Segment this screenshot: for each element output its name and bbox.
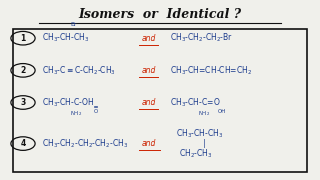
Text: CH$_3$-CH-C=O: CH$_3$-CH-C=O (170, 96, 220, 109)
Text: and: and (142, 139, 156, 148)
Text: Isomers  or  Identical ?: Isomers or Identical ? (78, 8, 242, 21)
Text: and: and (142, 34, 156, 43)
Text: and: and (142, 66, 156, 75)
Text: 1: 1 (20, 34, 26, 43)
Text: 3: 3 (20, 98, 26, 107)
Text: OH: OH (218, 109, 226, 114)
Text: NH$_2$: NH$_2$ (198, 109, 210, 118)
Text: NH$_2$: NH$_2$ (70, 109, 83, 118)
Text: Br: Br (70, 22, 76, 27)
Text: O: O (93, 109, 98, 114)
Text: CH$_3$-CH$_2$-CH$_2$-Br: CH$_3$-CH$_2$-CH$_2$-Br (170, 32, 233, 44)
Text: and: and (142, 98, 156, 107)
Text: 2: 2 (20, 66, 26, 75)
Text: CH$_3$-CH-C-OH: CH$_3$-CH-C-OH (42, 96, 94, 109)
Text: |: | (203, 139, 205, 148)
Text: CH$_3$-CH-CH$_3$: CH$_3$-CH-CH$_3$ (176, 127, 223, 140)
Text: CH$_3$-CH=CH-CH=CH$_2$: CH$_3$-CH=CH-CH=CH$_2$ (170, 64, 252, 77)
Text: CH$_3$-CH$_2$-CH$_2$-CH$_2$-CH$_3$: CH$_3$-CH$_2$-CH$_2$-CH$_2$-CH$_3$ (42, 137, 128, 150)
Text: CH$_3$-C$\equiv$C-CH$_2$-CH$_3$: CH$_3$-C$\equiv$C-CH$_2$-CH$_3$ (42, 64, 116, 77)
Text: CH$_2$-CH$_3$: CH$_2$-CH$_3$ (179, 147, 213, 160)
Text: CH$_3$-CH-CH$_3$: CH$_3$-CH-CH$_3$ (42, 32, 90, 44)
Text: 4: 4 (20, 139, 26, 148)
